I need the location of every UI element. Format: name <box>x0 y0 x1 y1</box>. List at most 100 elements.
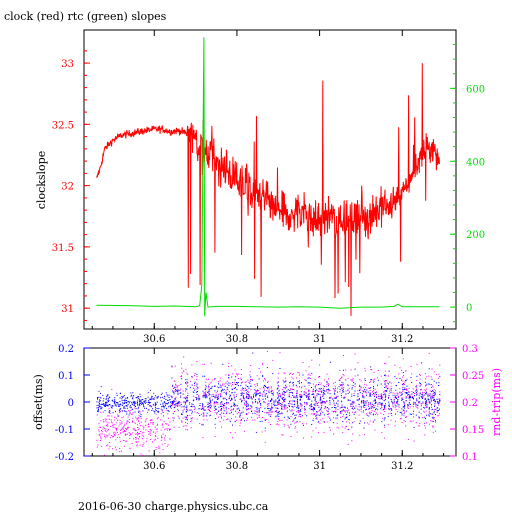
offset-point <box>252 412 254 414</box>
offset-point <box>230 394 231 396</box>
offset-point <box>402 406 404 408</box>
rndtrip-point <box>106 445 108 447</box>
offset-point <box>159 403 161 405</box>
offset-point <box>432 400 434 401</box>
rndtrip-point <box>166 423 168 425</box>
offset-point <box>172 384 174 386</box>
offset-point <box>285 384 287 386</box>
rndtrip-point <box>183 408 185 410</box>
offset-point <box>283 399 285 401</box>
rndtrip-point <box>284 372 286 374</box>
offset-point <box>438 402 439 404</box>
offset-point <box>162 403 164 405</box>
rndtrip-point <box>382 417 384 419</box>
rndtrip-point <box>119 448 121 450</box>
offset-point <box>107 404 109 406</box>
rndtrip-point <box>245 414 247 415</box>
offset-point <box>287 416 289 418</box>
offset-point <box>162 415 164 417</box>
offset-point <box>315 415 317 417</box>
rndtrip-point <box>110 434 112 436</box>
rndtrip-point <box>130 410 132 412</box>
rndtrip-point <box>149 431 151 433</box>
offset-point <box>428 415 430 417</box>
offset-point <box>366 408 367 410</box>
offset-point <box>140 416 142 417</box>
offset-point <box>272 407 274 409</box>
offset-point <box>359 392 361 394</box>
offset-point <box>358 409 360 411</box>
offset-point <box>318 388 320 389</box>
rndtrip-point <box>425 389 427 391</box>
offset-point <box>214 401 216 403</box>
offset-point <box>399 378 401 379</box>
offset-point <box>223 405 225 407</box>
offset-point <box>265 386 266 387</box>
offset-point <box>415 390 417 392</box>
offset-point <box>162 405 164 407</box>
offset-point <box>168 410 170 412</box>
offset-point <box>373 381 375 383</box>
rndtrip-point <box>249 371 251 373</box>
offset-point <box>329 402 331 404</box>
offset-point <box>218 383 219 385</box>
offset-point <box>433 394 435 396</box>
rndtrip-point <box>398 395 400 397</box>
offset-point <box>323 390 325 392</box>
rndtrip-point <box>277 394 279 396</box>
offset-point <box>186 416 188 418</box>
rndtrip-point <box>111 388 113 390</box>
rndtrip-point <box>396 402 398 404</box>
offset-point <box>337 400 339 402</box>
offset-point <box>171 397 173 399</box>
offset-point <box>231 376 233 378</box>
rndtrip-point <box>326 373 328 375</box>
offset-point <box>256 407 258 409</box>
offset-point <box>439 376 441 378</box>
offset-point <box>258 398 260 400</box>
offset-point <box>172 402 173 403</box>
footer-text: 2016-06-30 charge.physics.ubc.ca <box>78 500 269 512</box>
offset-point <box>271 407 273 409</box>
offset-point <box>183 397 185 399</box>
rndtrip-point <box>103 426 105 428</box>
offset-point <box>277 413 279 415</box>
offset-point <box>157 396 159 398</box>
rndtrip-point <box>107 430 109 432</box>
rndtrip-point <box>119 432 121 434</box>
rndtrip-point <box>369 393 371 395</box>
rndtrip-point <box>283 408 285 410</box>
offset-point <box>271 406 273 408</box>
offset-point <box>353 413 355 415</box>
rndtrip-point <box>106 421 108 423</box>
rndtrip-point <box>128 410 130 412</box>
offset-point <box>197 391 198 392</box>
rndtrip-point <box>425 384 427 386</box>
rndtrip-point <box>135 441 137 443</box>
rndtrip-point <box>351 440 353 442</box>
rndtrip-point <box>203 407 205 409</box>
rndtrip-point <box>161 410 163 412</box>
offset-point <box>140 401 142 403</box>
rndtrip-point <box>107 444 109 446</box>
offset-point <box>419 401 421 403</box>
offset-point <box>223 410 225 412</box>
rndtrip-point <box>213 404 215 406</box>
rndtrip-point <box>107 429 109 431</box>
rndtrip-point <box>201 424 203 426</box>
offset-point <box>384 374 385 376</box>
offset-point <box>313 406 315 408</box>
offset-point <box>434 400 436 402</box>
rndtrip-point <box>266 351 268 352</box>
rndtrip-point <box>118 409 120 411</box>
rndtrip-point <box>132 417 134 419</box>
rndtrip-point <box>359 379 361 381</box>
offset-point <box>275 401 277 403</box>
offset-point <box>363 427 365 429</box>
offset-point <box>330 397 332 399</box>
offset-point <box>377 409 379 411</box>
offset-point <box>309 382 311 384</box>
rndtrip-point <box>220 403 222 405</box>
rndtrip-point <box>189 380 191 382</box>
offset-point <box>391 400 393 402</box>
